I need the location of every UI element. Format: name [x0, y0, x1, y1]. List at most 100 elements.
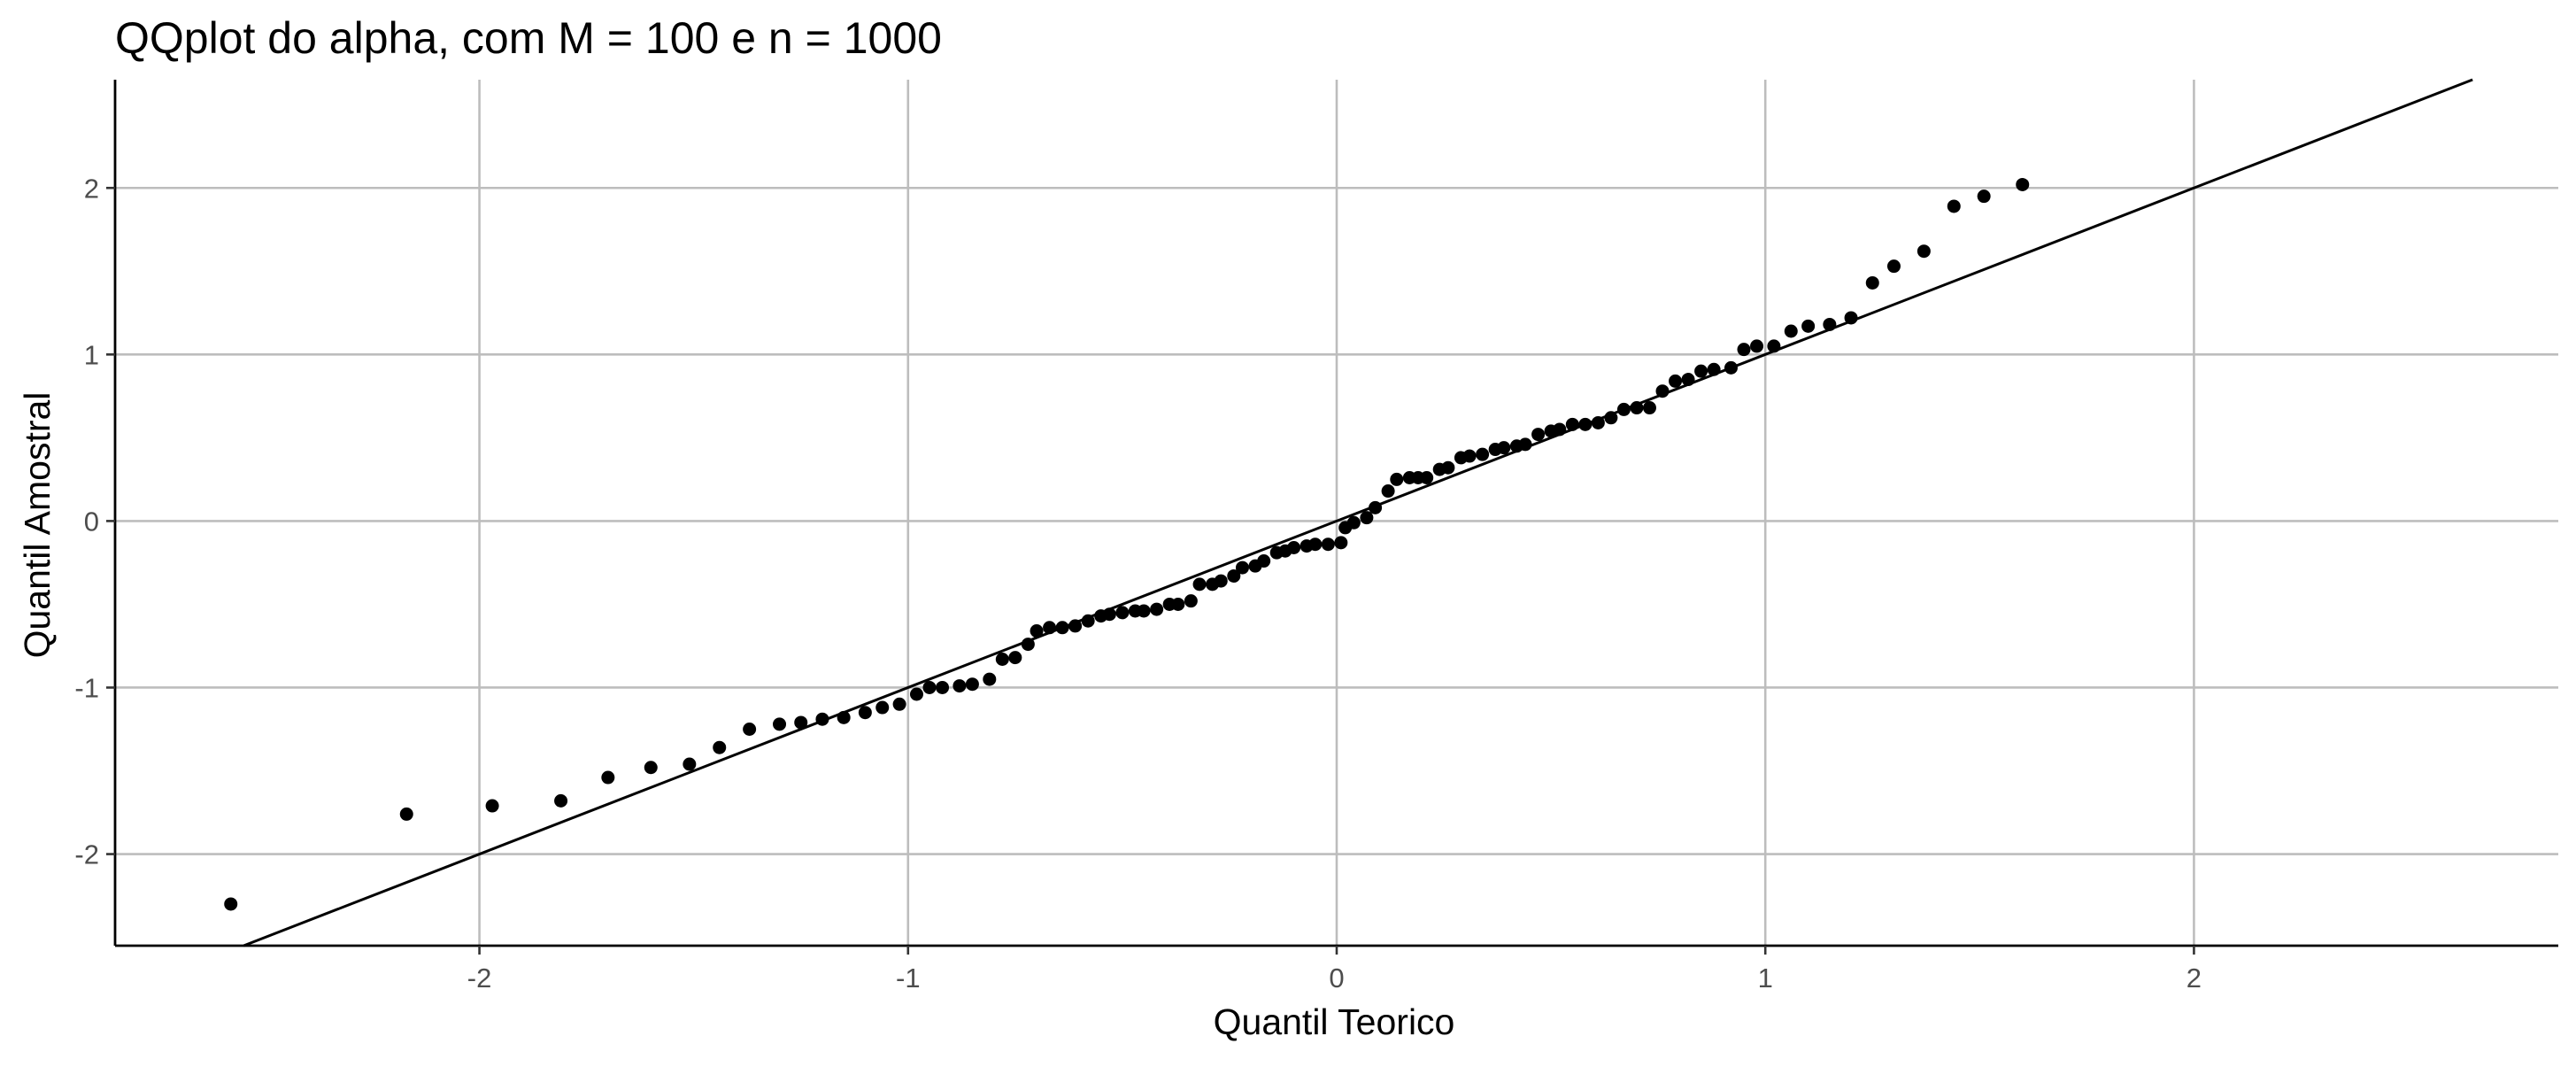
data-point — [1750, 339, 1764, 353]
data-point — [1977, 189, 1991, 204]
data-point — [1308, 537, 1323, 552]
x-tick-label: -1 — [896, 963, 921, 994]
data-point — [1390, 472, 1404, 486]
data-point — [399, 807, 413, 821]
axis-layer — [106, 80, 2558, 955]
data-point — [1865, 275, 1879, 290]
reference-line — [243, 78, 2473, 947]
data-point — [1462, 449, 1477, 463]
data-point — [922, 680, 937, 694]
data-point — [773, 717, 787, 731]
data-point — [1008, 651, 1022, 665]
data-point — [815, 712, 829, 726]
data-point — [1043, 621, 1057, 635]
data-point — [892, 697, 906, 711]
data-point — [1287, 540, 1301, 554]
tick-label-layer: -2 -1 0 1 2 -2 -1 0 1 2 — [74, 173, 2202, 994]
x-axis-title: Quantil Teorico — [1214, 1001, 1455, 1042]
data-point — [1518, 437, 1532, 452]
data-point — [1917, 244, 1931, 259]
data-point — [1420, 471, 1434, 485]
data-point — [1565, 417, 1579, 431]
data-point — [1844, 311, 1858, 325]
data-point — [1642, 401, 1656, 415]
data-point — [794, 715, 808, 730]
y-tick-label: 2 — [84, 173, 99, 204]
data-point — [1823, 317, 1837, 331]
data-point — [1081, 614, 1095, 628]
data-point — [1616, 402, 1631, 416]
data-point — [1171, 597, 1185, 611]
data-point — [1214, 574, 1228, 588]
data-point — [983, 672, 997, 686]
data-point — [683, 757, 697, 771]
data-point — [837, 710, 851, 724]
y-tick-label: 0 — [84, 506, 99, 537]
data-point — [1369, 500, 1383, 514]
data-point — [1630, 401, 1644, 415]
data-point — [1724, 360, 1738, 375]
data-point — [1321, 537, 1335, 552]
data-point — [644, 761, 658, 775]
data-point — [858, 706, 872, 720]
chart-title: QQplot do alpha, com M = 100 e n = 1000 — [115, 13, 942, 63]
data-point — [995, 653, 1009, 667]
data-point — [1655, 384, 1670, 398]
data-point — [1346, 515, 1361, 530]
y-axis-title: Quantil Amostral — [17, 392, 58, 659]
data-point — [1694, 364, 1708, 378]
x-tick-label: 1 — [1758, 963, 1773, 994]
data-point — [1102, 607, 1116, 622]
data-point — [1192, 577, 1207, 591]
data-point — [1801, 319, 1816, 333]
data-point — [1578, 417, 1593, 431]
data-point — [1476, 447, 1490, 461]
data-point — [1030, 624, 1044, 638]
point-layer — [224, 177, 2030, 911]
data-point — [1591, 415, 1605, 429]
data-point — [1669, 374, 1683, 388]
data-point — [1227, 568, 1241, 583]
data-point — [713, 740, 727, 754]
data-point — [1360, 511, 1374, 525]
y-tick-label: -2 — [74, 839, 99, 870]
data-point — [1497, 441, 1511, 455]
data-point — [953, 679, 967, 693]
grid-layer — [115, 80, 2558, 946]
x-tick-label: 2 — [2187, 963, 2202, 994]
data-point — [1021, 638, 1035, 652]
reference-line-layer — [243, 78, 2473, 947]
data-point — [1184, 594, 1198, 608]
data-point — [224, 897, 238, 911]
y-tick-label: -1 — [74, 672, 99, 703]
data-point — [601, 770, 615, 785]
data-point — [1441, 460, 1455, 475]
data-point — [965, 677, 979, 692]
data-point — [1737, 343, 1751, 357]
data-point — [1604, 411, 1618, 425]
data-point — [909, 687, 923, 701]
x-tick-label: -2 — [467, 963, 492, 994]
x-tick-label: 0 — [1329, 963, 1344, 994]
data-point — [1150, 602, 1164, 616]
data-point — [1681, 373, 1695, 387]
data-point — [1115, 606, 1130, 620]
data-point — [1055, 621, 1069, 635]
data-point — [1334, 536, 1348, 550]
data-point — [1531, 428, 1546, 442]
data-point — [1068, 619, 1083, 633]
data-point — [1886, 259, 1901, 274]
data-point — [485, 799, 499, 813]
data-point — [1235, 561, 1249, 575]
data-point — [743, 723, 757, 736]
y-tick-label: 1 — [84, 339, 99, 370]
data-point — [1137, 604, 1151, 618]
data-point — [1767, 339, 1781, 353]
data-point — [1553, 422, 1567, 437]
data-point — [875, 700, 890, 715]
data-point — [1257, 554, 1271, 568]
data-point — [1381, 484, 1395, 499]
data-point — [936, 680, 950, 694]
